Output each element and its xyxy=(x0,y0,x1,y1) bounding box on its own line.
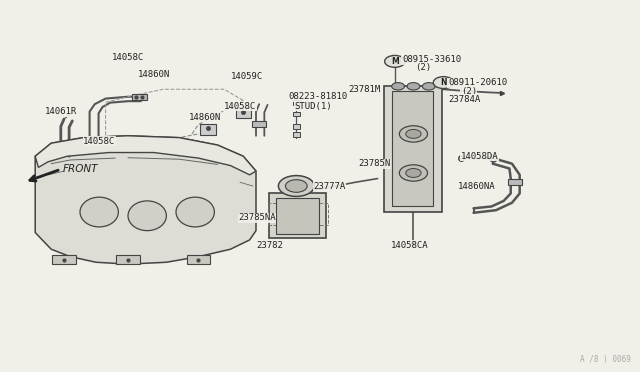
Bar xyxy=(268,203,328,225)
Circle shape xyxy=(433,77,454,89)
Text: 14860N: 14860N xyxy=(138,70,170,79)
Text: 08911-20610: 08911-20610 xyxy=(448,78,507,87)
Polygon shape xyxy=(35,136,256,175)
Text: 23785NA: 23785NA xyxy=(238,213,276,222)
Text: 08223-81810: 08223-81810 xyxy=(288,92,347,101)
Text: FRONT: FRONT xyxy=(63,164,98,174)
Circle shape xyxy=(406,169,421,177)
Circle shape xyxy=(399,126,428,142)
Circle shape xyxy=(278,176,314,196)
Circle shape xyxy=(285,180,307,192)
Text: 14860N: 14860N xyxy=(189,113,221,122)
Text: STUD(1): STUD(1) xyxy=(294,102,332,110)
Text: N: N xyxy=(440,78,447,87)
Ellipse shape xyxy=(176,197,214,227)
Bar xyxy=(269,193,326,238)
Text: (2): (2) xyxy=(415,63,431,72)
Bar xyxy=(293,124,300,129)
Text: 14058C: 14058C xyxy=(224,102,256,110)
Circle shape xyxy=(406,129,421,138)
Text: 14860NA: 14860NA xyxy=(458,182,495,190)
Circle shape xyxy=(392,83,404,90)
Bar xyxy=(200,124,216,135)
Text: 08915-33610: 08915-33610 xyxy=(402,55,461,64)
Bar xyxy=(276,198,319,234)
Text: 14058CA: 14058CA xyxy=(390,241,428,250)
Text: M: M xyxy=(391,57,399,66)
Bar xyxy=(132,94,147,100)
Bar xyxy=(508,179,522,185)
Bar xyxy=(252,121,266,127)
Bar xyxy=(187,255,210,264)
Circle shape xyxy=(407,83,420,90)
Text: 23785N: 23785N xyxy=(358,159,390,168)
Bar xyxy=(293,100,300,105)
Bar xyxy=(116,255,140,264)
Bar xyxy=(384,86,442,212)
Bar xyxy=(293,112,300,116)
Text: A /8 ) 0069: A /8 ) 0069 xyxy=(580,355,630,364)
Ellipse shape xyxy=(128,201,166,231)
Text: 23782: 23782 xyxy=(256,241,283,250)
Polygon shape xyxy=(35,136,256,264)
Circle shape xyxy=(422,83,435,90)
Text: 23784A: 23784A xyxy=(448,95,480,104)
Bar xyxy=(392,91,433,206)
Circle shape xyxy=(399,165,428,181)
Text: (2): (2) xyxy=(461,87,477,96)
Ellipse shape xyxy=(80,197,118,227)
Text: 23781M: 23781M xyxy=(349,85,381,94)
Text: 23777A: 23777A xyxy=(314,182,346,190)
Text: 14061R: 14061R xyxy=(45,107,77,116)
Bar xyxy=(52,255,76,264)
Text: 14058DA: 14058DA xyxy=(461,152,499,161)
Text: 14058C: 14058C xyxy=(83,137,115,146)
Circle shape xyxy=(385,55,405,67)
Bar xyxy=(236,107,251,118)
Text: 14059C: 14059C xyxy=(230,72,262,81)
Text: 14058C: 14058C xyxy=(112,53,144,62)
Bar xyxy=(293,132,300,137)
